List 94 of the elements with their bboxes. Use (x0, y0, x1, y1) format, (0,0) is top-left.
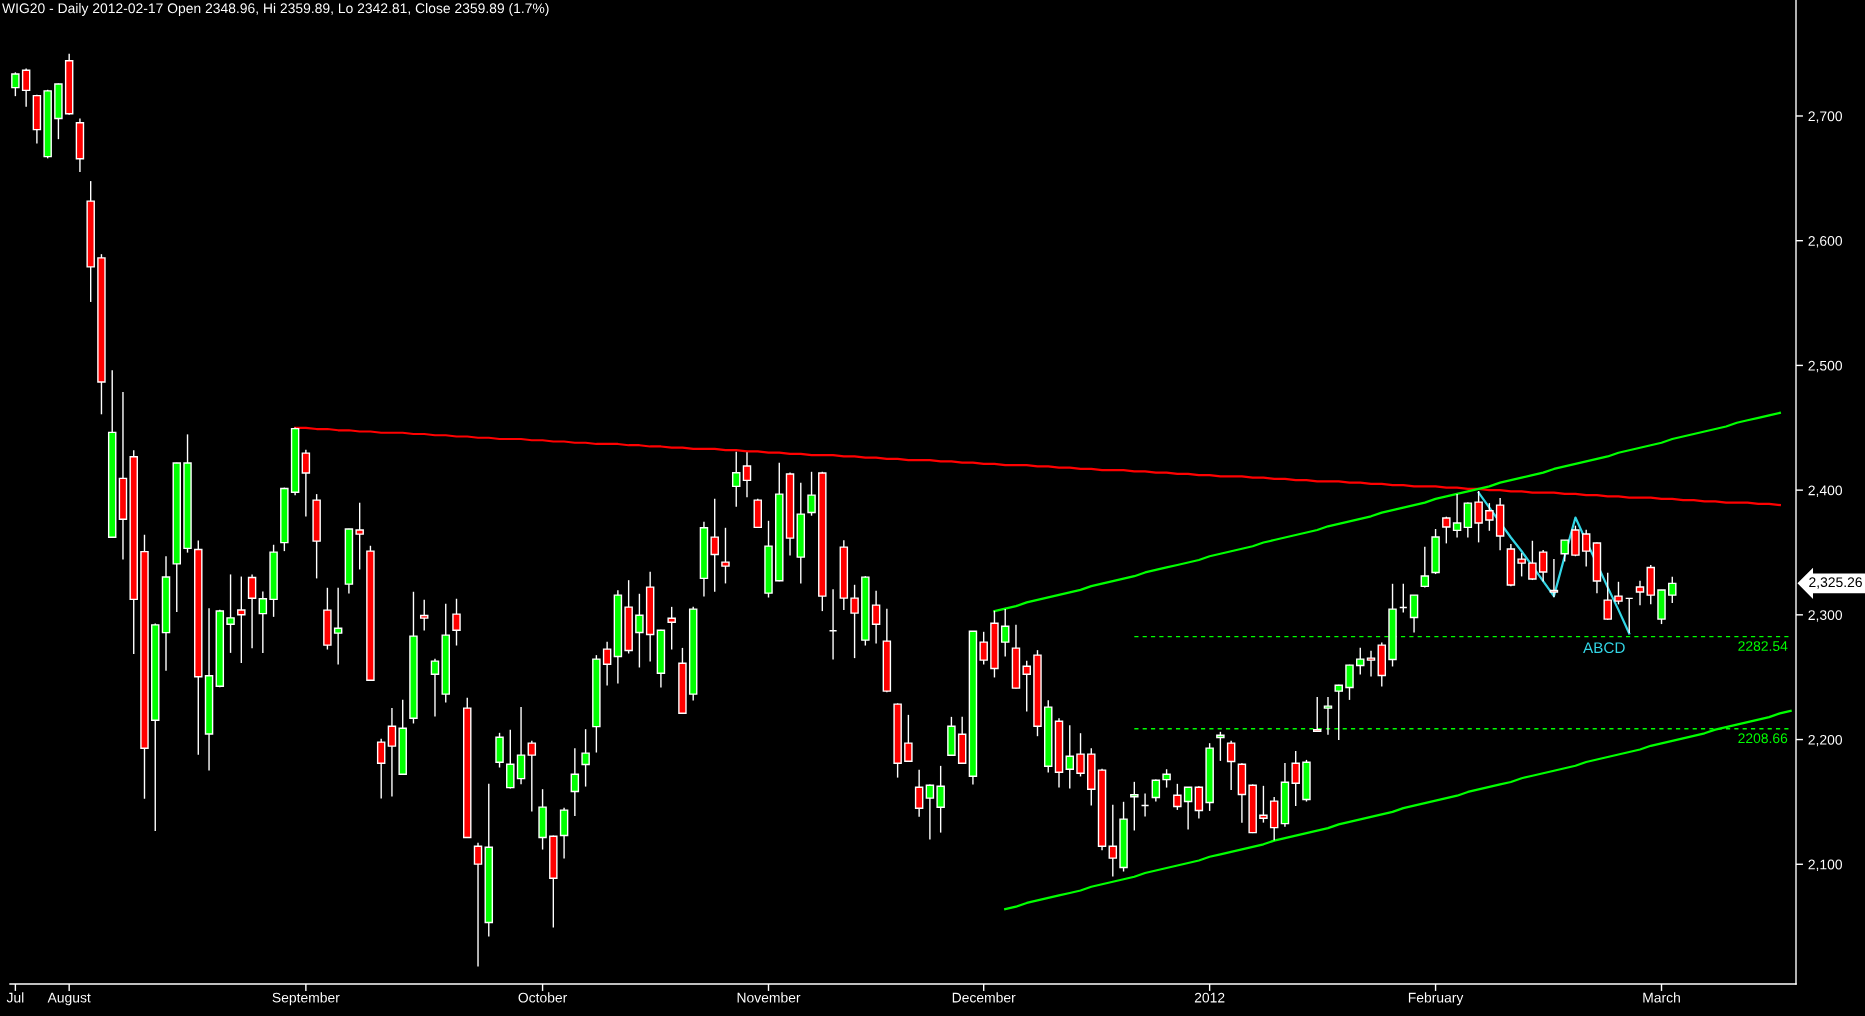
candlestick (1108, 804, 1118, 878)
candlestick (473, 842, 483, 968)
candlestick (1183, 786, 1193, 831)
candlestick (452, 598, 461, 647)
y-tick-label: 2,500 (1808, 360, 1843, 373)
candlestick (1603, 571, 1612, 621)
candlestick (635, 593, 644, 669)
candlestick (237, 575, 246, 664)
line-series (1477, 491, 1631, 635)
candlestick (936, 765, 945, 834)
y-tick-label: 2,100 (1808, 859, 1843, 872)
candlestick (925, 783, 935, 841)
candlestick (1485, 502, 1494, 532)
candlestick (1151, 778, 1161, 803)
candlestick (1517, 552, 1526, 578)
candlestick (1538, 549, 1548, 583)
text: 2,325.26 (1809, 577, 1862, 589)
x-tick-label: December (952, 992, 1016, 1003)
candlestick (581, 728, 590, 788)
candlestick (1022, 660, 1031, 713)
chart-title: WIG20 - Daily 2012-02-17 Open 2348.96, Hi 2359.89, Lo 2342.81, Close 2359.89 (1.7%) (2, 3, 549, 16)
candlestick (1635, 580, 1645, 607)
y-tick-label: 2,200 (1808, 734, 1843, 747)
candlestick (1194, 785, 1204, 820)
candlestick (1162, 768, 1171, 789)
x-tick-label: November (737, 992, 801, 1003)
candlestick (742, 451, 752, 499)
candlestick (602, 641, 612, 687)
candlestick (807, 471, 816, 517)
x-tick-label: September (272, 992, 340, 1006)
candlestick (1173, 783, 1182, 811)
candlestick (355, 502, 364, 571)
line-series (993, 411, 1781, 613)
candlestick (1452, 493, 1462, 539)
y-tick-label: 2,700 (1808, 111, 1843, 123)
candlestick (904, 714, 913, 763)
candlestick (506, 729, 515, 790)
candlestick (301, 449, 311, 518)
x-tick-label: 2012 (1194, 992, 1225, 1003)
candlestick (527, 740, 537, 813)
candlestick (667, 606, 676, 651)
x-tick-label: October (518, 992, 568, 1003)
x-tick-label: March (1643, 992, 1680, 1003)
candlestick (1065, 724, 1075, 790)
candlestick (387, 707, 397, 798)
candlestick (1345, 664, 1354, 701)
candlestick (1549, 558, 1559, 598)
y-tick-label: 2,600 (1808, 236, 1843, 248)
candlestick (376, 738, 386, 800)
candlestick (430, 658, 440, 718)
x-tick-label: February (1408, 992, 1464, 1006)
candlestick (247, 573, 257, 649)
candlestick (516, 706, 526, 785)
candlestick (871, 590, 881, 645)
candlestick (1668, 576, 1677, 604)
candlestick (1366, 650, 1376, 678)
candlestick (721, 527, 730, 585)
candlestick (1442, 515, 1451, 545)
candlestick (1130, 781, 1139, 832)
candlestick (1420, 546, 1430, 589)
line-series (1004, 709, 1792, 911)
candlestick (850, 584, 859, 659)
candlestick (570, 747, 580, 817)
candlestick (731, 451, 741, 508)
candlestick (1076, 732, 1085, 778)
candlestick (1614, 581, 1623, 606)
candlestick (226, 573, 235, 654)
candlestick (1216, 731, 1225, 762)
x-tick-label: August (47, 992, 91, 1006)
candlestick (1474, 490, 1483, 544)
candlestick (1312, 696, 1322, 733)
y-tick-label: 2,400 (1808, 485, 1843, 497)
candlestick (333, 587, 343, 666)
candlestick (1226, 740, 1236, 791)
candlestick (21, 67, 31, 108)
candlestick (1581, 528, 1591, 568)
candlestick (979, 631, 988, 666)
series-label: 2208.66 (1738, 733, 1788, 744)
series-label: 2282.54 (1738, 641, 1788, 651)
candlestick (419, 599, 429, 632)
candlestick (1356, 647, 1365, 676)
candlestick (914, 769, 924, 818)
series-label: ABCD (1583, 642, 1625, 654)
candlestick (710, 498, 719, 593)
candlestick (258, 590, 268, 654)
candlestick (1528, 540, 1537, 581)
candlestick (1560, 539, 1569, 563)
candlestick (11, 71, 20, 97)
x-tick-label: Jul (6, 992, 24, 1003)
candlestick (1409, 594, 1419, 634)
candlestick (1259, 785, 1268, 824)
line-series (294, 426, 1781, 507)
candlestick (1291, 750, 1300, 807)
y-tick-label: 2,300 (1808, 610, 1843, 622)
